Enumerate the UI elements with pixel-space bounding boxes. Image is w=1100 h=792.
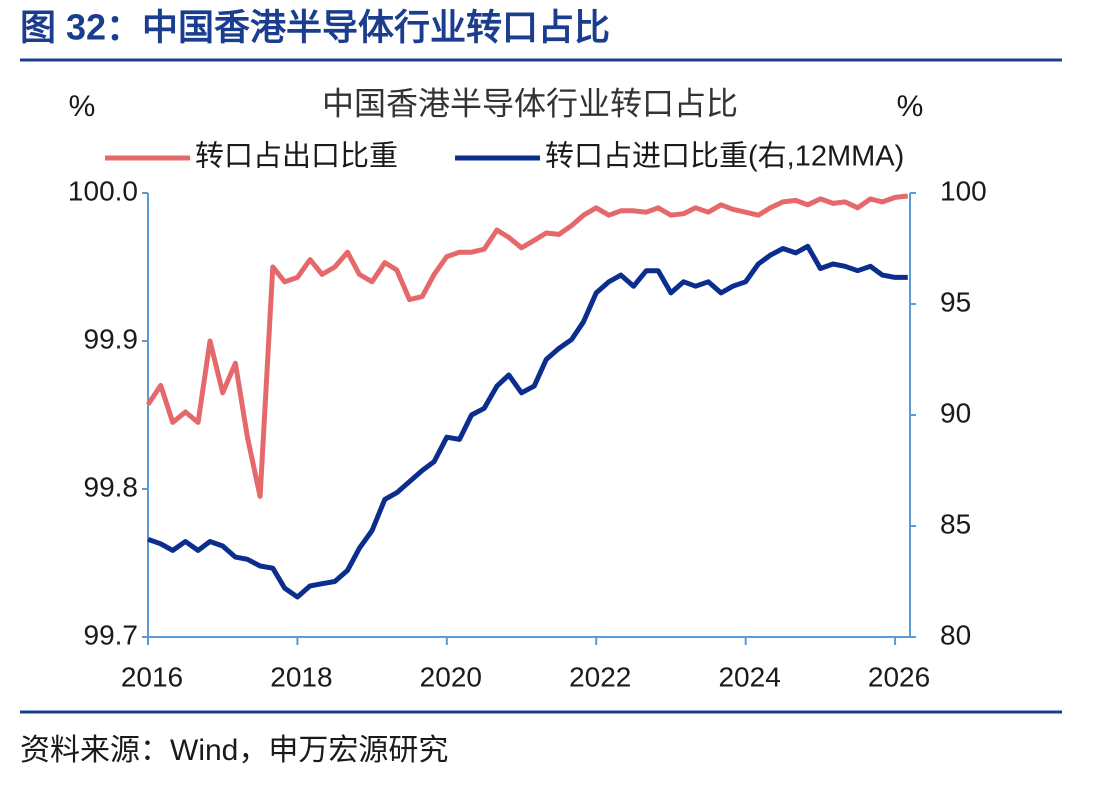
y2-tick-label: 80: [940, 619, 971, 650]
x-tick-label: 2018: [270, 661, 332, 692]
legend-label: 转口占出口比重: [195, 140, 398, 173]
y-tick-label: 99.9: [84, 323, 139, 354]
y-tick-label: 99.7: [84, 619, 139, 650]
y2-axis-label: %: [897, 90, 924, 123]
x-tick-label: 2020: [420, 661, 482, 692]
y-axis-label: %: [69, 90, 96, 123]
y2-tick-label: 90: [940, 397, 971, 428]
series-line: [145, 193, 909, 499]
y-tick-label: 100.0: [68, 175, 138, 206]
y2-tick-label: 85: [940, 508, 971, 539]
y2-tick-label: 100: [940, 175, 987, 206]
series-line: [147, 243, 908, 600]
x-tick-label: 2026: [868, 661, 930, 692]
source-note: 资料来源：Wind，申万宏源研究: [20, 734, 448, 767]
x-tick-label: 2016: [121, 661, 183, 692]
legend-label: 转口占进口比重(右,12MMA): [545, 140, 904, 173]
chart-title: 中国香港半导体行业转口占比: [322, 85, 738, 121]
x-tick-label: 2024: [718, 661, 780, 692]
x-tick-label: 2022: [569, 661, 631, 692]
figure-title: 图 32：中国香港半导体行业转口占比: [20, 7, 610, 48]
y-tick-label: 99.8: [84, 471, 139, 502]
y2-tick-label: 95: [940, 286, 971, 317]
